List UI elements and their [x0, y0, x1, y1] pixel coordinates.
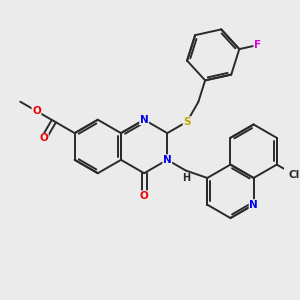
Text: O: O	[39, 134, 48, 143]
Text: H: H	[182, 173, 190, 183]
Text: S: S	[183, 117, 191, 127]
Text: O: O	[32, 106, 41, 116]
Text: F: F	[254, 40, 261, 50]
Text: Cl: Cl	[289, 169, 300, 180]
Text: O: O	[140, 191, 148, 201]
Text: N: N	[163, 155, 172, 165]
Text: N: N	[249, 200, 258, 210]
Text: N: N	[140, 115, 148, 125]
